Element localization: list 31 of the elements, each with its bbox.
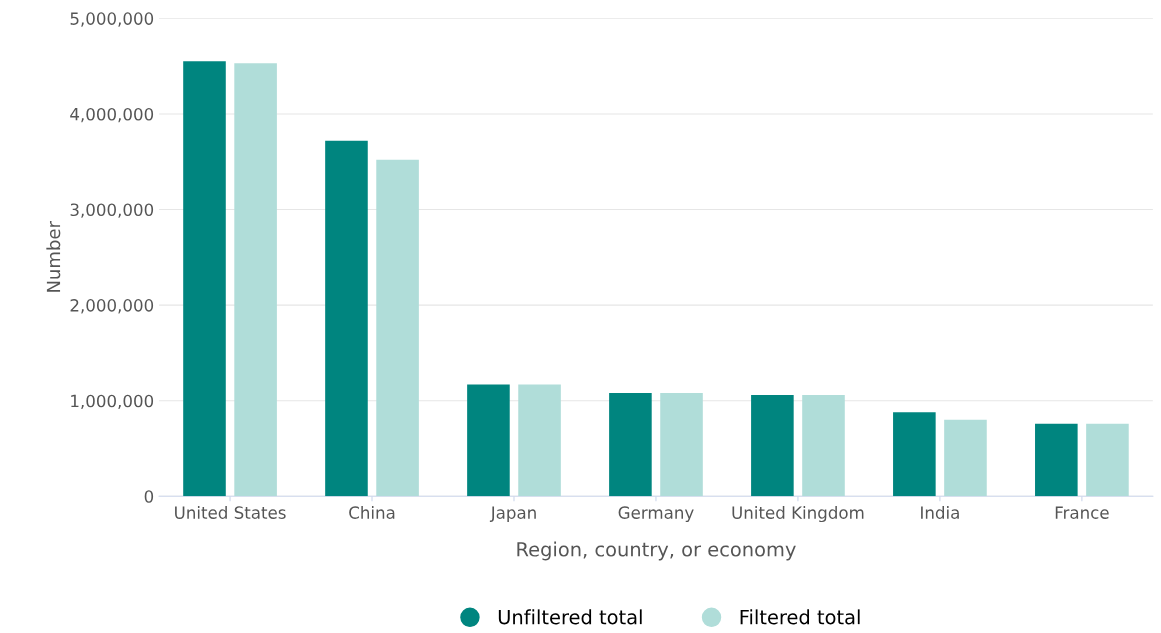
bar — [467, 384, 510, 497]
x-tick-label: France — [1055, 506, 1109, 519]
y-tick-label: 4,000,000 — [70, 107, 154, 123]
x-tick-label: United Kingdom — [732, 505, 864, 523]
y-axis-title: Number — [46, 221, 61, 292]
y-tick-label: 2,000,000 — [70, 299, 154, 314]
bar — [1035, 423, 1078, 497]
bar — [660, 393, 703, 497]
bar — [751, 394, 794, 497]
x-tick-label: Germany — [618, 506, 694, 523]
bar — [944, 419, 987, 497]
bar — [325, 140, 368, 497]
legend-label: Filtered total — [740, 609, 860, 625]
bar — [893, 412, 936, 497]
x-axis-title: Region, country, or economy — [517, 541, 796, 561]
x-tick-label: India — [921, 505, 959, 519]
y-tick-label: 0 — [144, 490, 154, 503]
bar — [518, 384, 561, 497]
x-tick-label: United States — [175, 505, 286, 519]
y-tick-label: 5,000,000 — [70, 12, 154, 27]
x-tick-label: China — [349, 505, 395, 519]
bar — [376, 159, 419, 497]
bar — [802, 394, 845, 497]
bar — [1086, 423, 1129, 497]
y-tick-label: 1,000,000 — [71, 394, 154, 409]
y-tick-label: 3,000,000 — [70, 203, 154, 218]
bar — [234, 63, 277, 497]
legend-label: Unfiltered total — [498, 609, 642, 625]
bar — [609, 393, 652, 497]
bar — [183, 61, 226, 497]
x-tick-label: Japan — [489, 506, 536, 523]
